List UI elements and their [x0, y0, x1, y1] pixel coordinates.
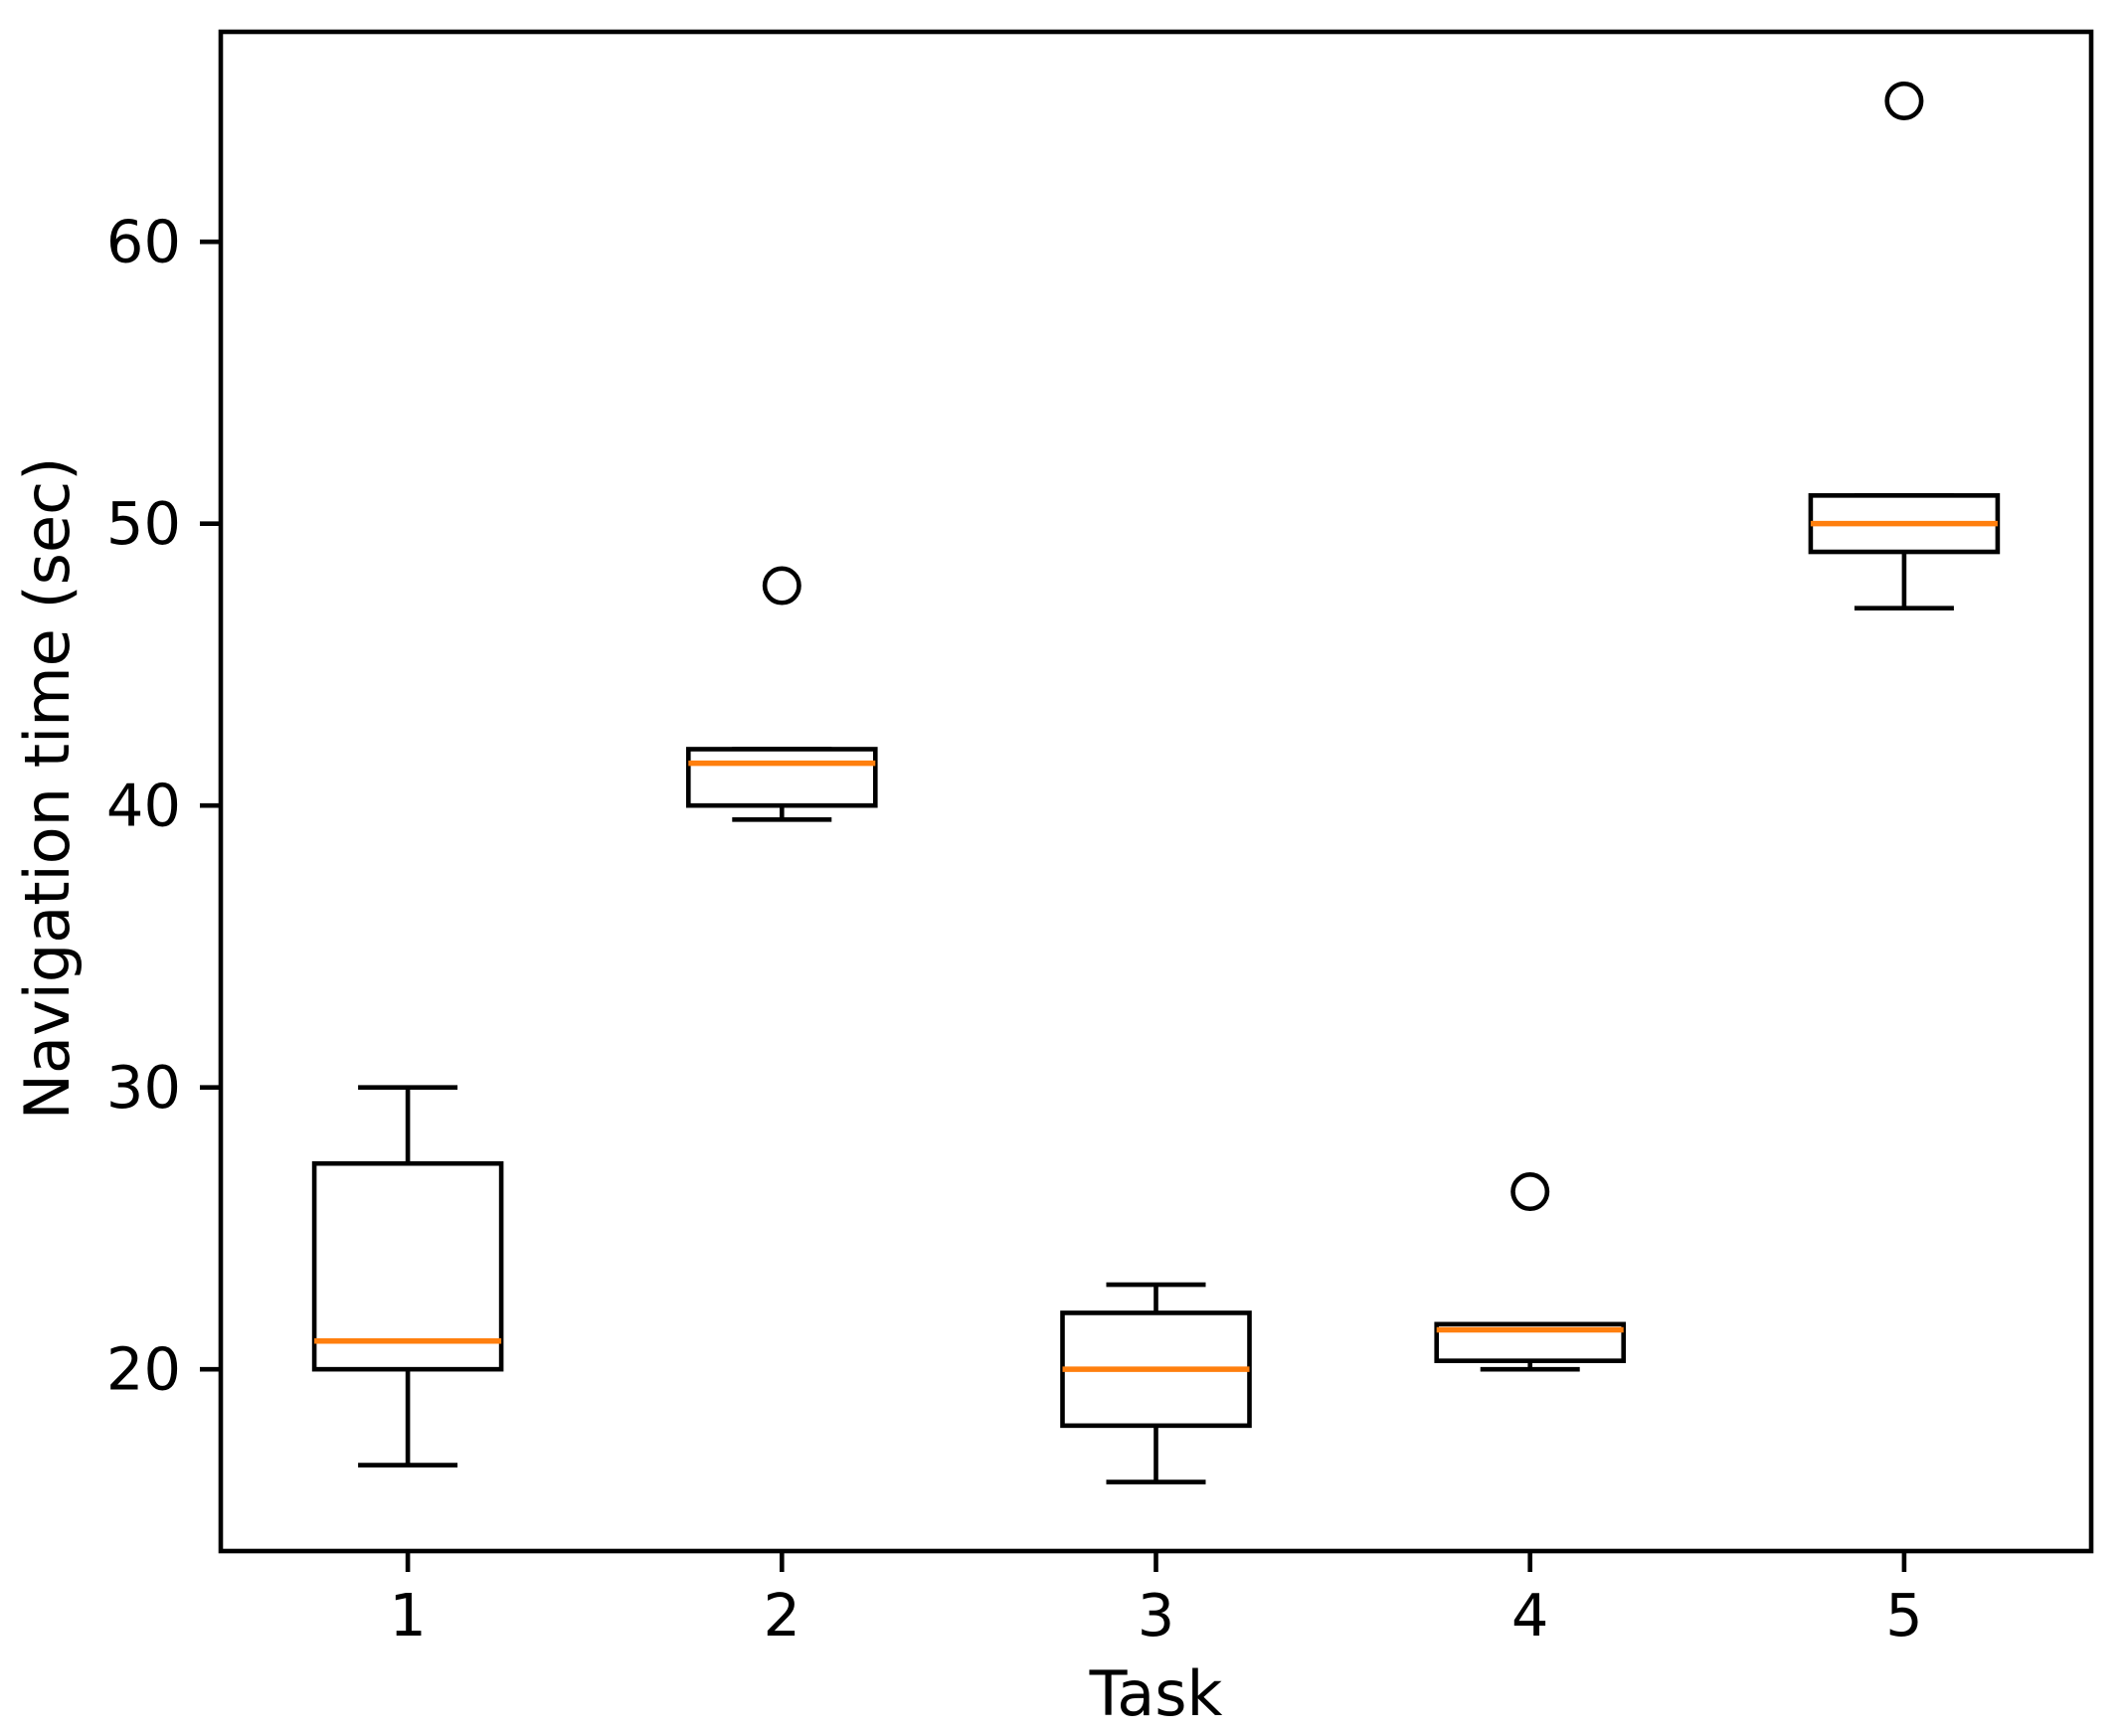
y-tick-label-20: 20: [106, 1335, 181, 1404]
outlier-marker-task-4: [1510, 1172, 1550, 1212]
outlier-marker-task-2: [762, 566, 801, 606]
outlier-marker-task-5: [1884, 81, 1924, 120]
box-task-2: [685, 747, 878, 808]
x-axis-ticks: 1 2 3 4 5: [389, 1551, 1923, 1649]
x-tick-label-1: 1: [389, 1581, 427, 1649]
y-axis-label: Navigation time (sec): [11, 457, 84, 1121]
y-tick-label-60: 60: [106, 208, 181, 276]
axes-frame: [218, 29, 2094, 1554]
x-tick-label-2: 2: [764, 1581, 801, 1649]
x-tick-label-5: 5: [1885, 1581, 1923, 1649]
y-tick-label-30: 30: [106, 1053, 181, 1122]
x-axis-label: Task: [1089, 1657, 1223, 1730]
x-tick-label-4: 4: [1511, 1581, 1549, 1649]
box-task-1: [311, 1160, 504, 1372]
y-axis-ticks: 20 30 40 50 60: [106, 208, 221, 1404]
y-tick-label-50: 50: [106, 489, 181, 558]
boxplot-series: [311, 81, 2001, 1484]
y-tick-label-40: 40: [106, 772, 181, 840]
x-tick-label-3: 3: [1138, 1581, 1175, 1649]
